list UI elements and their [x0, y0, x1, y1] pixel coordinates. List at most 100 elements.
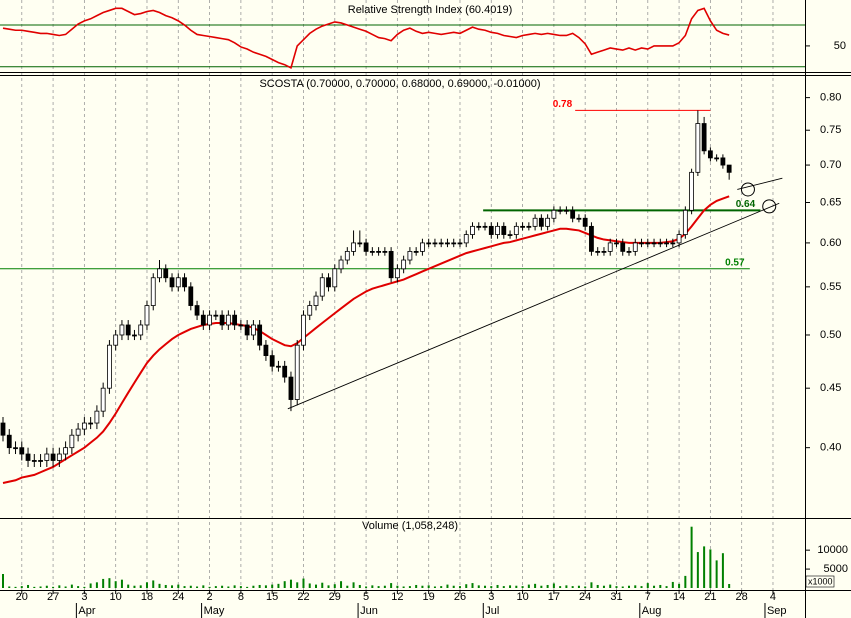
volume-bar [502, 586, 505, 588]
candle-body [119, 324, 125, 336]
volume-bar [233, 585, 236, 588]
x-tick-label: 15 [266, 591, 278, 603]
y-tick-label: 0.60 [820, 237, 841, 249]
candle-body [513, 225, 519, 235]
candle-body [463, 234, 469, 244]
candle-body [125, 324, 131, 336]
volume-bar [127, 584, 130, 588]
volume-bar [152, 580, 155, 588]
volume-bar [402, 586, 405, 588]
candle-body [244, 324, 250, 336]
volume-bar [271, 584, 274, 588]
candle-body [257, 324, 263, 346]
volume-bar [383, 585, 386, 588]
volume-bar [346, 585, 349, 588]
candle-body [589, 225, 594, 252]
volume-bar [709, 549, 712, 588]
candle-body [313, 295, 319, 306]
volume-bar [333, 584, 336, 588]
volume-bar [196, 586, 199, 588]
x-tick-label: 19 [423, 591, 435, 603]
candle-body [94, 410, 100, 424]
candle-body [69, 434, 75, 449]
candle-body [363, 242, 369, 252]
x-tick-label: 3 [488, 591, 494, 603]
volume-bar [634, 585, 637, 588]
volume-bar [559, 586, 562, 588]
level-label: 0.78 [553, 99, 573, 110]
candle-body [213, 314, 219, 317]
rsi-line [2, 7, 730, 69]
candle-body [445, 242, 450, 245]
x-tick-label: 12 [391, 591, 403, 603]
volume-bar [715, 560, 718, 588]
volume-bar [45, 585, 48, 588]
volume-bar [433, 586, 436, 588]
x-tick-label: 14 [673, 591, 685, 603]
plot-layer [0, 7, 783, 588]
volume-bar [552, 583, 555, 588]
volume-bar [665, 586, 668, 588]
volume-bar [584, 586, 587, 588]
candle-body [651, 242, 657, 245]
candle-body [269, 355, 275, 367]
candle-body [369, 250, 375, 253]
x-tick-label: 27 [47, 591, 59, 603]
candle-body [432, 242, 438, 245]
candle-body [564, 209, 569, 212]
candle-body [538, 217, 544, 227]
volume-bar [640, 586, 643, 588]
candle-body [132, 334, 137, 337]
volume-bar [20, 586, 23, 588]
volume-bar [371, 585, 374, 588]
volume-bar [239, 586, 242, 588]
volume-bar [465, 584, 468, 588]
volume-bar [546, 584, 549, 588]
volume-bar [114, 581, 117, 588]
volume-bar [358, 584, 361, 588]
rsi-title: Relative Strength Index (60.4019) [348, 4, 513, 16]
candle-body [351, 242, 356, 252]
y-tick-label: 0.40 [820, 442, 841, 454]
volume-title: Volume (1,058,248) [362, 520, 458, 532]
candle-body [526, 225, 532, 228]
volume-bar [621, 586, 624, 588]
volume-bar [340, 581, 343, 588]
candle-body [582, 217, 588, 227]
candle-body [601, 250, 607, 253]
candle-body [682, 209, 688, 235]
y-tick-label: 10000 [817, 544, 848, 556]
volume-unit: x1000 [808, 576, 833, 586]
candle-body [175, 277, 181, 288]
candle-body [632, 242, 638, 252]
volume-bar [609, 584, 612, 588]
volume-bar [89, 583, 92, 588]
volume-bar [164, 584, 167, 588]
candle-body [301, 314, 306, 346]
candle-body [407, 250, 413, 261]
candle-body [19, 447, 25, 455]
candle-body [294, 344, 300, 400]
candle-body [219, 314, 225, 326]
candle-body [401, 259, 407, 270]
candle-body [551, 209, 557, 219]
x-tick-label: 3 [81, 591, 87, 603]
candle-body [426, 242, 432, 245]
candle-body [451, 242, 457, 245]
candle-body [689, 171, 694, 211]
y-tick-label: 0.45 [820, 382, 841, 394]
x-tick-label: 21 [704, 591, 716, 603]
level-label: 0.57 [725, 257, 745, 268]
candle-body [576, 217, 582, 220]
candle-body [344, 250, 350, 261]
volume-bar [684, 575, 687, 588]
y-tick-label: 0.50 [820, 329, 841, 341]
candle-body [194, 305, 200, 316]
volume-bar [408, 586, 411, 588]
volume-bar [628, 585, 630, 588]
x-tick-label: 5 [363, 591, 369, 603]
volume-bar [277, 583, 280, 588]
volume-bar [571, 586, 574, 588]
candle-body [13, 447, 18, 450]
